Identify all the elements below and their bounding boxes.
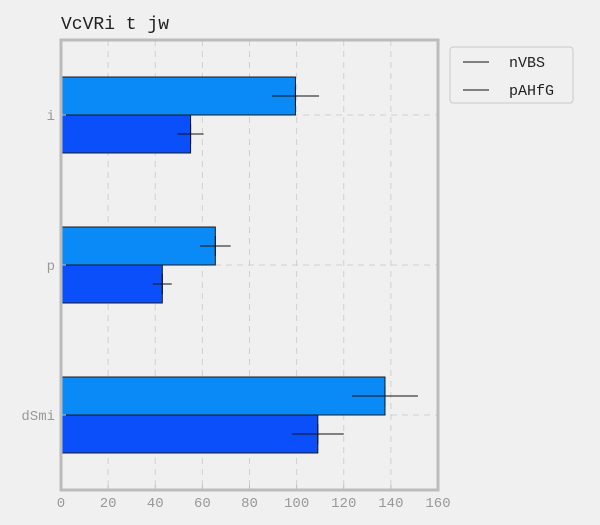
x-tick-label: 80 xyxy=(241,496,258,512)
y-tick-label: dSmi xyxy=(21,409,55,425)
legend-label: nVBS xyxy=(509,55,545,72)
legend: nVBS pAHfG xyxy=(450,47,573,103)
x-tick-label: 100 xyxy=(284,496,309,512)
bar xyxy=(61,227,215,265)
x-tick-label: 20 xyxy=(100,496,117,512)
x-tick-label: 160 xyxy=(425,496,450,512)
y-tick-label: p xyxy=(47,259,55,275)
x-tick-label: 40 xyxy=(147,496,164,512)
y-tick-label: i xyxy=(47,109,55,125)
chart-title: VcVRi t jw xyxy=(61,15,169,35)
legend-label: pAHfG xyxy=(509,83,554,100)
bar xyxy=(61,77,295,115)
x-tick-label: 120 xyxy=(331,496,356,512)
x-tick-label: 0 xyxy=(57,496,65,512)
bar xyxy=(61,115,191,153)
bar xyxy=(61,265,162,303)
x-tick-label: 60 xyxy=(194,496,211,512)
y-axis-ticks: i p dSmi xyxy=(21,109,66,425)
x-tick-label: 140 xyxy=(378,496,403,512)
bar xyxy=(61,415,318,453)
bar xyxy=(61,377,385,415)
